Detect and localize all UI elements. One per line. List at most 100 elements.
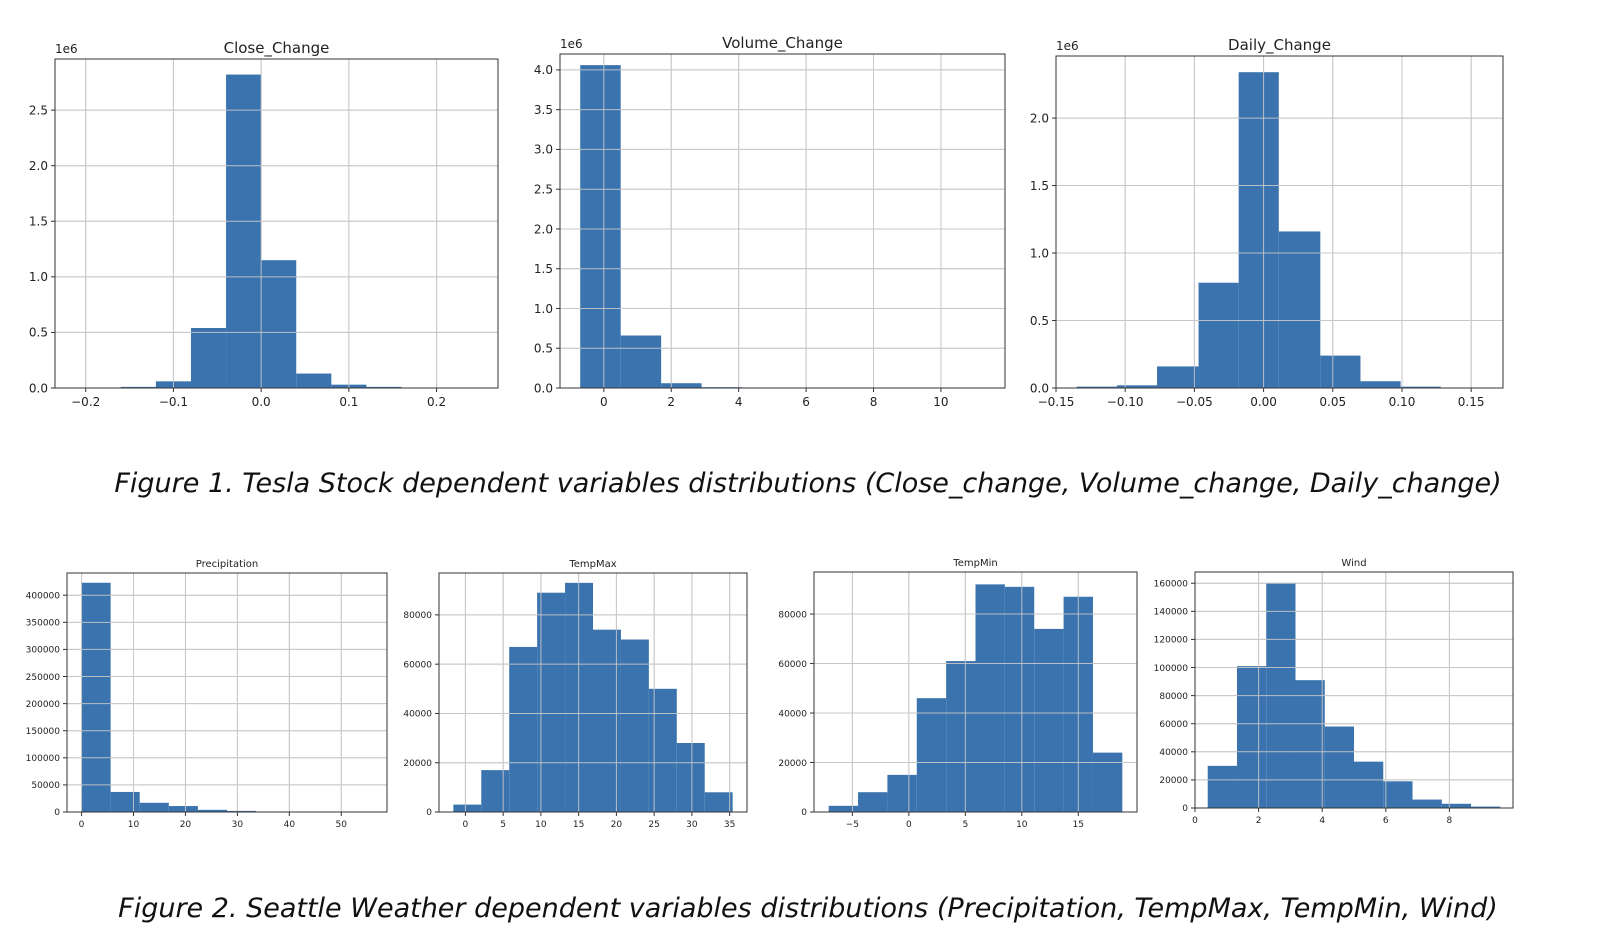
x-tick-label: 5 (500, 820, 506, 830)
histogram-bar (1295, 680, 1325, 808)
histogram-bar (1034, 628, 1064, 812)
y-tick-label: 2.5 (29, 103, 48, 117)
x-tick-label: 4 (735, 395, 743, 409)
precipitation-histogram: 0 10 20 30 40 50 0 50000 100000 150000 200000 25000… (26, 559, 388, 830)
histogram-bar (916, 698, 947, 812)
x-tick-label: 25 (648, 820, 659, 830)
y-tick-label: 0.5 (534, 342, 553, 356)
plot-frame (54, 58, 499, 389)
grid-overlay (67, 573, 387, 813)
y-tick-label: 150000 (26, 727, 61, 737)
y-tick-label: 0 (801, 808, 807, 818)
x-tick-label: −0.05 (1176, 395, 1213, 409)
y-tick-label: 140000 (1154, 608, 1189, 618)
histogram-bar (1116, 385, 1158, 388)
y-tick-label: 80000 (1159, 692, 1188, 702)
x-tick-label: 0 (600, 395, 608, 409)
chart-title: Close_Change (224, 39, 330, 58)
y-tick-label: 2.0 (29, 159, 48, 173)
x-tick-label: 35 (724, 820, 735, 830)
y-tick-label: 3.5 (534, 103, 553, 117)
x-tick-label: 10 (1016, 820, 1028, 830)
y-tick-label: 20000 (403, 759, 432, 769)
y-tick-label: 2.5 (534, 183, 553, 197)
y-tick-label: 200000 (26, 700, 61, 710)
histogram-bar (661, 383, 702, 388)
histogram-bar (1076, 386, 1117, 388)
grid-overlay (439, 573, 747, 813)
histogram-bar (1236, 666, 1267, 808)
bars (81, 582, 373, 812)
tempmin-histogram: −5 0 5 10 15 0 20000 40000 60000 80000 TempMin (778, 558, 1138, 830)
y-tick-label: 100000 (26, 754, 61, 764)
y-tick-label: 40000 (1159, 748, 1188, 758)
y-tick-label: 100000 (1154, 664, 1189, 674)
histogram-bar (81, 582, 111, 812)
y-tick-label: 1.0 (29, 270, 48, 284)
chart-title: Wind (1341, 558, 1366, 569)
x-tick-label: 0.15 (1458, 395, 1485, 409)
y-tick-label: 0.5 (29, 326, 48, 340)
histogram-bar (537, 592, 566, 812)
y-tick-label: 120000 (1154, 636, 1189, 646)
histogram-bar (704, 792, 733, 812)
histogram-bar (190, 327, 227, 388)
histogram-bar (1092, 752, 1123, 812)
histogram-bar (1324, 726, 1354, 808)
histogram-bar (1441, 803, 1472, 808)
histogram-bar (1320, 355, 1361, 388)
x-tick-label: 10 (535, 820, 547, 830)
chart-title: TempMax (568, 559, 616, 570)
x-tick-label: 50 (336, 820, 348, 830)
y-tick-label: 250000 (26, 673, 61, 683)
plot-frame (559, 53, 1006, 389)
x-tick-label: 0.10 (1389, 395, 1416, 409)
close-change-histogram: −0.2 −0.1 0.0 0.1 0.2 0.0 0.5 1.0 1.5 2.0 2.5 Close… (29, 39, 499, 409)
y-tick-label: 1.0 (534, 302, 553, 316)
y-tick-label: 80000 (403, 611, 432, 621)
y-tick-label: 160000 (1154, 579, 1189, 589)
y-tick-label: 2.0 (1030, 111, 1049, 125)
x-tick-label: 30 (232, 820, 244, 830)
tempmax-histogram: 0 5 10 15 20 25 30 35 0 20000 40000 60000 80000 TempM… (403, 559, 748, 830)
x-tick-label: 8 (870, 395, 878, 409)
figure-1-caption: Figure 1. Tesla Stock dependent variable… (114, 468, 1502, 499)
histogram-bar (620, 335, 662, 388)
y-tick-label: 20000 (778, 759, 807, 769)
x-tick-label: 20 (611, 820, 623, 830)
plot-frame (813, 571, 1138, 813)
y-tick-label: 400000 (26, 591, 61, 601)
y-tick-label: 0 (1182, 804, 1188, 814)
histogram-bar (168, 806, 198, 812)
histogram-bar (226, 74, 262, 389)
y-tick-label: 3.0 (534, 143, 553, 157)
y-tick-label: 300000 (26, 646, 61, 656)
histogram-bar (1207, 765, 1237, 808)
x-tick-label: 15 (1073, 820, 1084, 830)
y-tick-label: 50000 (31, 781, 60, 791)
histogram-bar (620, 639, 649, 812)
y-tick-label: 350000 (26, 619, 61, 629)
y-tick-label: 0.0 (534, 381, 553, 395)
x-tick-label: 20 (180, 820, 192, 830)
x-tick-label: 0 (463, 820, 469, 830)
y-tick-label: 0.5 (1030, 314, 1049, 328)
chart-title: Daily_Change (1228, 36, 1331, 55)
histogram-bar (139, 802, 169, 812)
x-tick-label: 0.05 (1319, 395, 1346, 409)
histogram-bar (453, 804, 482, 812)
y-tick-label: 60000 (778, 660, 807, 670)
histogram-bar (1004, 586, 1035, 812)
x-tick-label: 6 (1383, 816, 1389, 826)
bars (120, 74, 402, 389)
histogram-bar (120, 386, 156, 388)
x-tick-label: 15 (573, 820, 584, 830)
y-tick-label: 1.5 (29, 215, 48, 229)
histogram-bar (1360, 381, 1401, 388)
bars (1076, 72, 1441, 388)
wind-histogram: 0 2 4 6 8 0 20000 40000 60000 80000 100000 120000 14… (1154, 558, 1514, 826)
volume-change-histogram: 0 2 4 6 8 10 0.0 0.5 1.0 1.5 2.0 2.5 3.0 3.5 4.0 Volume… (534, 34, 1006, 409)
axis-multiplier: 1e6 (55, 42, 78, 56)
y-tick-label: 1.5 (534, 262, 553, 276)
x-tick-label: 10 (128, 820, 140, 830)
